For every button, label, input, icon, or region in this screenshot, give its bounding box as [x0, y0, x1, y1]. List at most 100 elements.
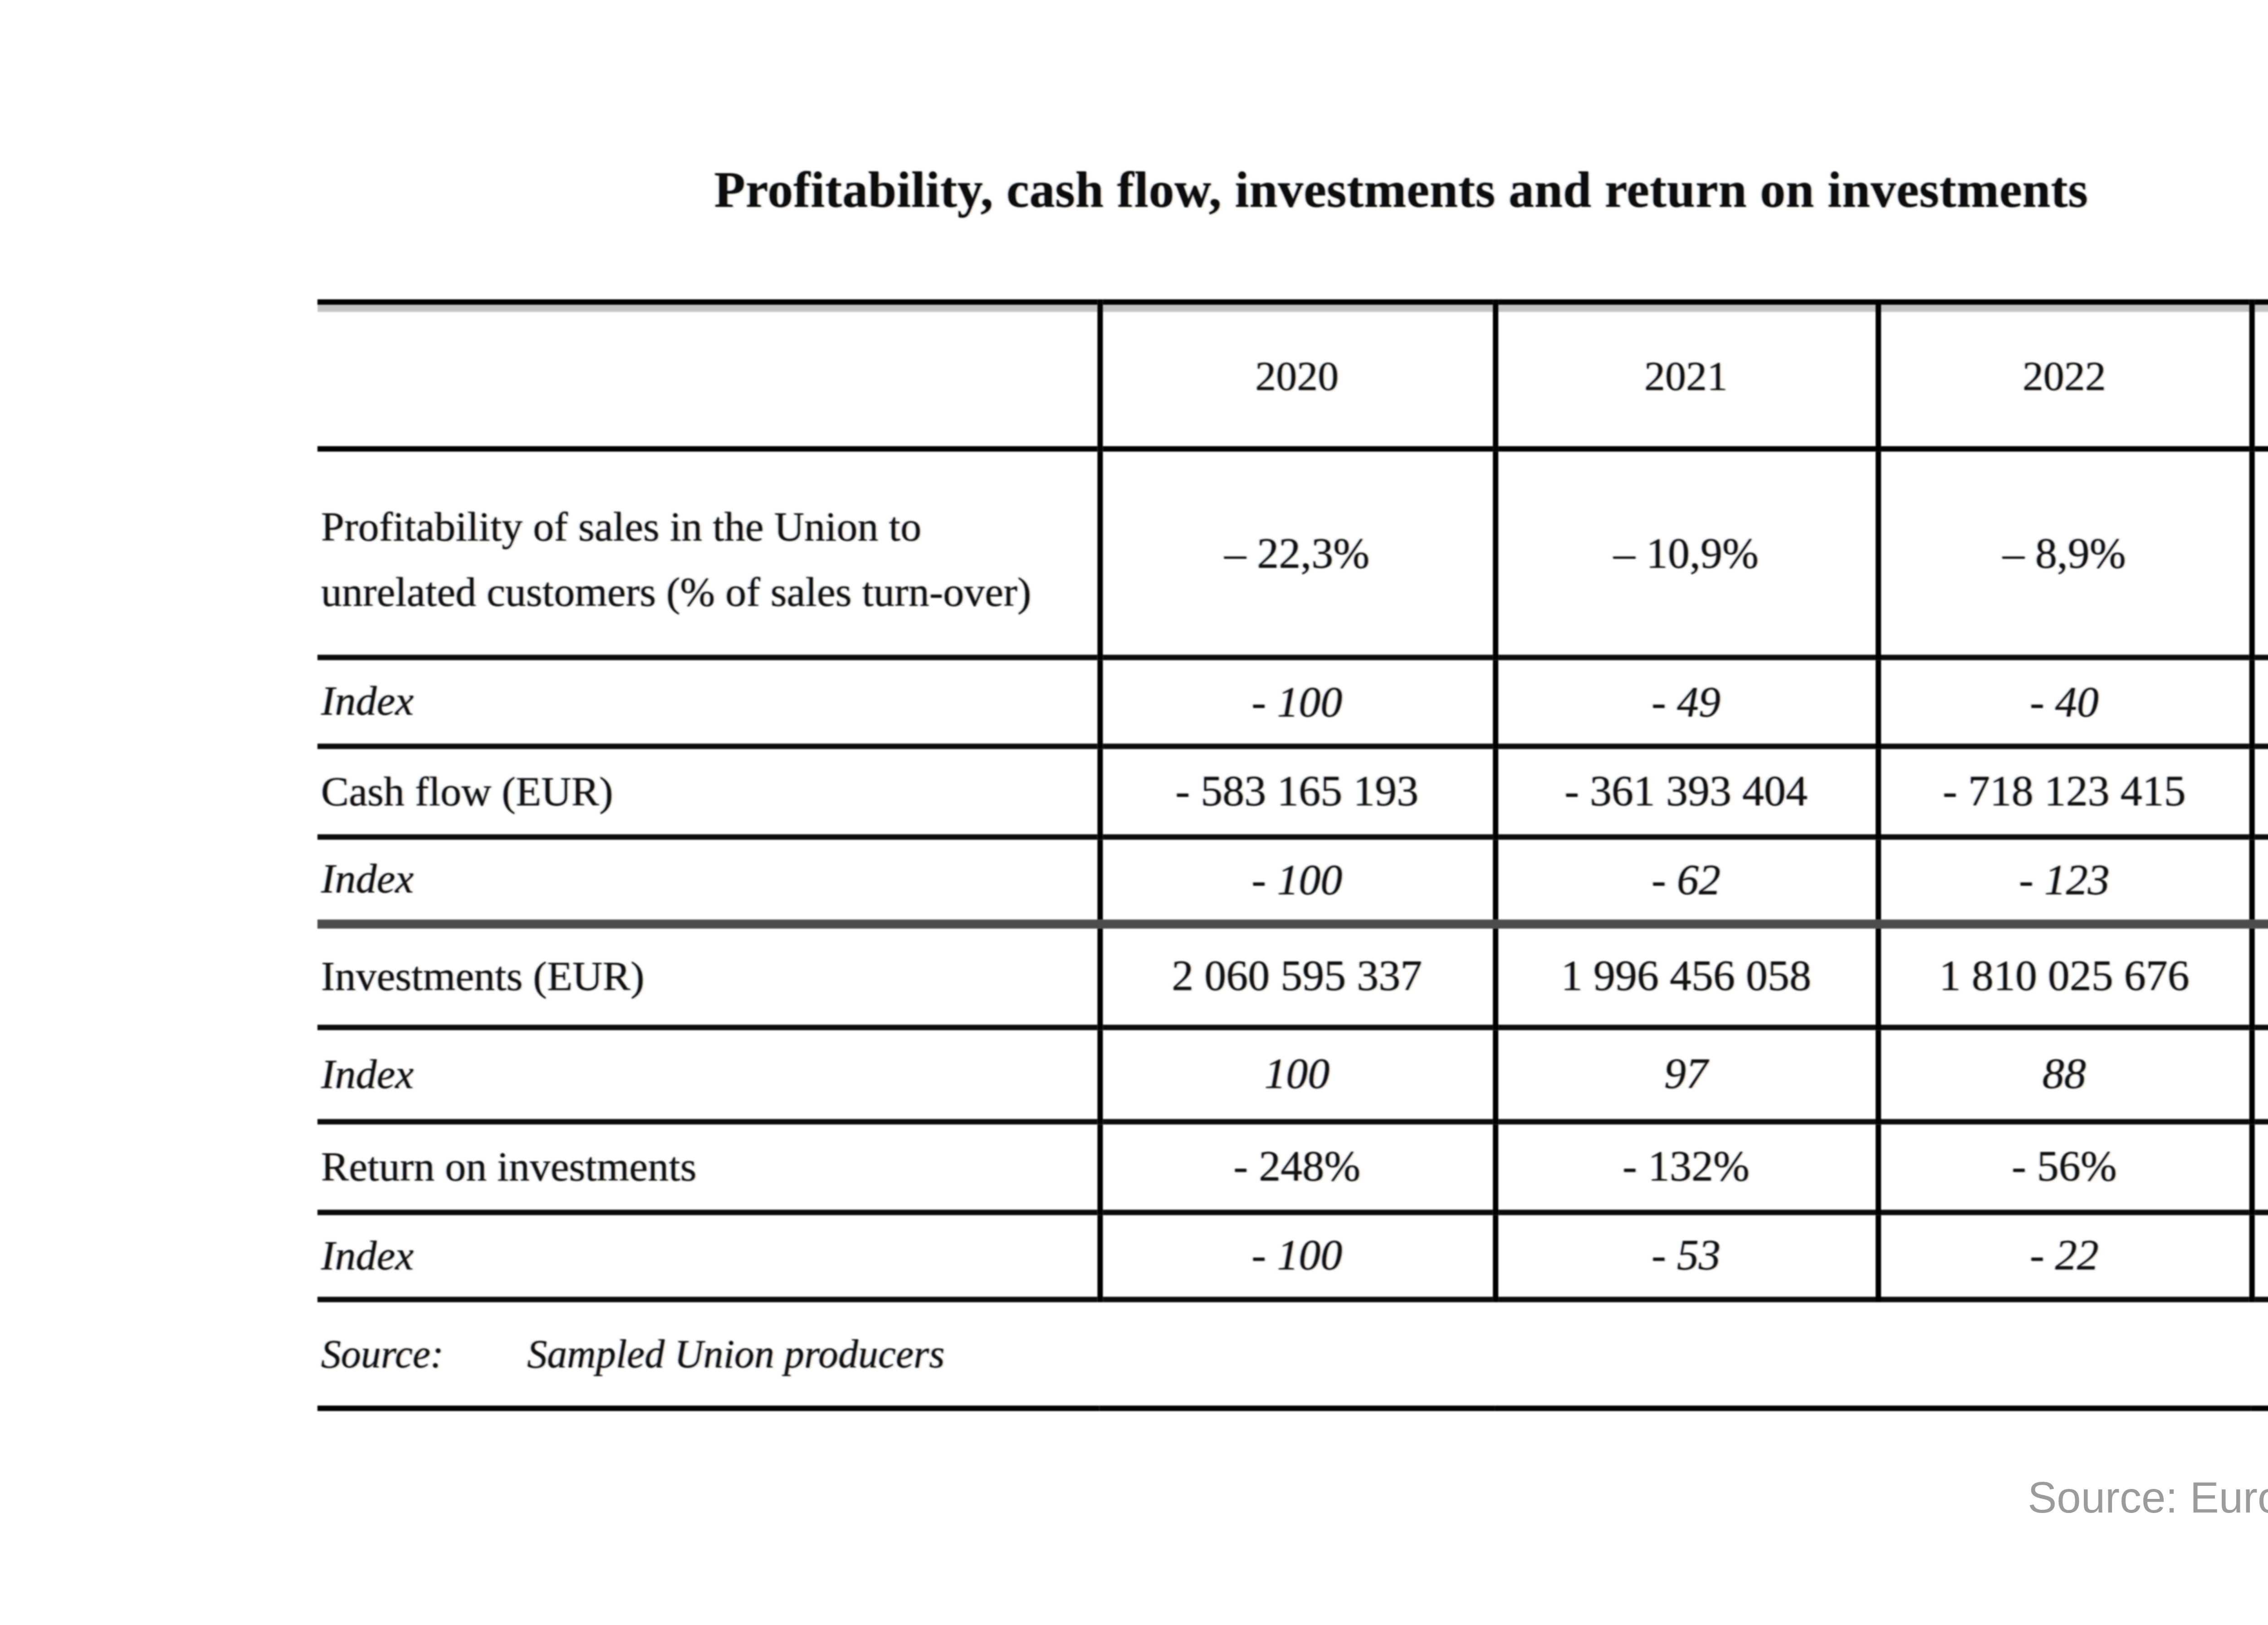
article-page: Profitability, cash flow, investments an… [0, 0, 2268, 1625]
table-row-cash-flow: Cash flow (EUR) - 583 165 193 - 361 393 … [318, 747, 2268, 837]
source-cell: Source: Sampled Union producers [318, 1299, 2268, 1408]
table-cell: – 22,3% [1099, 449, 1495, 658]
row-label-index: Index [318, 669, 1097, 735]
table-cell: 2 058 540 935 [2251, 924, 2268, 1027]
table-cell: - 62 [1495, 837, 1877, 924]
row-label-cell: Index [318, 1027, 1100, 1122]
column-header-investigation-period: Investigation period [2254, 323, 2268, 428]
cell-value: - 143 [2254, 855, 2268, 904]
table-row-investments: Investments (EUR) 2 060 595 337 1 996 45… [318, 924, 2268, 1027]
cell-value: - 248% [1102, 1142, 1492, 1191]
row-label: Profitability of sales in the Union to u… [318, 482, 1097, 625]
cell-value: - 718 123 415 [1880, 767, 2248, 816]
table-cell: - 22 [1877, 1212, 2251, 1299]
table-row-profitability: Profitability of sales in the Union to u… [318, 449, 2268, 658]
cell-value: - 123 [1880, 855, 2248, 904]
cell-value: 2 060 595 337 [1102, 952, 1492, 1001]
cell-value: – 8,9% [1880, 529, 2248, 578]
cell-value: - 583 165 193 [1102, 767, 1492, 816]
table-source-row: Source: Sampled Union producers [318, 1299, 2268, 1408]
table-title: Profitability, cash flow, investments an… [245, 160, 2268, 221]
cell-value: - 100 [1102, 855, 1492, 904]
table-cell: – 10,9% [1495, 449, 1877, 658]
table-cell: – 8,9% [1877, 449, 2251, 658]
cell-value: - 48 [2254, 678, 2268, 727]
table-cell: - 100 [1099, 837, 1495, 924]
table-cell: - 49 [1495, 658, 1877, 747]
table-row-index: Index 100 97 88 100 [318, 1027, 2268, 1122]
source-label: Source: [321, 1330, 444, 1376]
table-cell: 1 996 456 058 [1495, 924, 1877, 1027]
table-cell: - 835 344 631 [2251, 747, 2268, 837]
table-cell: – 10,8% [2251, 449, 2268, 658]
cell-value: 100 [2254, 1050, 2268, 1099]
cell-value: 88 [1880, 1050, 2248, 1099]
header-cell: Investigation period [2251, 302, 2268, 449]
table-cell: - 132% [1495, 1122, 1877, 1212]
table-cell: 2 060 595 337 [1099, 924, 1495, 1027]
cell-value: 97 [1497, 1050, 1875, 1099]
table-cell: - 143 [2251, 837, 2268, 924]
cell-value: - 72% [2254, 1142, 2268, 1191]
row-label-cell: Profitability of sales in the Union to u… [318, 449, 1100, 658]
table-cell: - 100 [1099, 1212, 1495, 1299]
cell-value: - 53 [1497, 1231, 1875, 1280]
table-cell: - 718 123 415 [1877, 747, 2251, 837]
row-label-index: Index [318, 847, 1097, 913]
table-cell: - 361 393 404 [1495, 747, 1877, 837]
table-cell: - 29 [2251, 1212, 2268, 1299]
row-label-index: Index [318, 1223, 1097, 1288]
table-cell: 100 [2251, 1027, 2268, 1122]
cell-value: - 835 344 631 [2254, 767, 2268, 816]
row-label-cell: Return on investments [318, 1122, 1100, 1212]
table-cell: - 48 [2251, 658, 2268, 747]
cell-value: 2 058 540 935 [2254, 952, 2268, 1001]
cell-value: 1 996 456 058 [1497, 952, 1875, 1001]
table-cell: 1 810 025 676 [1877, 924, 2251, 1027]
row-label-cell: Index [318, 837, 1100, 924]
row-label-cell: Index [318, 658, 1100, 747]
header-cell: 2020 [1099, 302, 1495, 449]
cell-value: - 62 [1497, 855, 1875, 904]
cell-value: - 40 [1880, 678, 2248, 727]
header-cell: 2021 [1495, 302, 1877, 449]
cell-value: - 100 [1102, 1231, 1492, 1280]
table-row-index: Index - 100 - 62 - 123 - 143 [318, 837, 2268, 924]
cell-value: - 22 [1880, 1231, 2248, 1280]
table-cell: - 583 165 193 [1099, 747, 1495, 837]
table-cell: 97 [1495, 1027, 1877, 1122]
cell-value: - 132% [1497, 1142, 1875, 1191]
table-cell: - 40 [1877, 658, 2251, 747]
header-empty-cell [318, 302, 1100, 449]
table-cell: - 248% [1099, 1122, 1495, 1212]
source-value: Sampled Union producers [527, 1330, 944, 1376]
table-row-index: Index - 100 - 49 - 40 - 48 [318, 658, 2268, 747]
row-label: Investments (EUR) [318, 944, 1097, 1009]
row-label: Cash flow (EUR) [318, 759, 1097, 825]
cell-value: - 100 [1102, 678, 1492, 727]
financial-indicators-table: 2020 2021 2022 Investigation period Prof… [318, 299, 2268, 1411]
cell-value: – 10,9% [1497, 529, 1875, 578]
cell-value: – 10,8% [2254, 529, 2268, 578]
table-cell: 100 [1099, 1027, 1495, 1122]
table-row-index: Index - 100 - 53 - 22 - 29 [318, 1212, 2268, 1299]
cell-value: – 22,3% [1102, 529, 1492, 578]
table-cell: - 100 [1099, 658, 1495, 747]
table-row-return-on-investments: Return on investments - 248% - 132% - 56… [318, 1122, 2268, 1212]
cell-value: 1 810 025 676 [1880, 952, 2248, 1001]
cell-value: - 361 393 404 [1497, 767, 1875, 816]
table-cell: - 123 [1877, 837, 2251, 924]
source-line: Source: Sampled Union producers [318, 1330, 2268, 1377]
table-cell: - 56% [1877, 1122, 2251, 1212]
table-cell: 88 [1877, 1027, 2251, 1122]
row-label-cell: Investments (EUR) [318, 924, 1100, 1027]
cell-value: - 56% [1880, 1142, 2248, 1191]
column-header-2021: 2021 [1497, 349, 1875, 402]
image-caption: Source: European Commission [318, 1473, 2268, 1523]
column-header-2020: 2020 [1102, 349, 1492, 402]
header-row: 2020 2021 2022 Investigation period [318, 302, 2268, 449]
row-label: Return on investments [318, 1134, 1097, 1200]
table-cell: - 72% [2251, 1122, 2268, 1212]
column-header-2022: 2022 [1880, 349, 2248, 402]
row-label-index: Index [318, 1042, 1097, 1107]
